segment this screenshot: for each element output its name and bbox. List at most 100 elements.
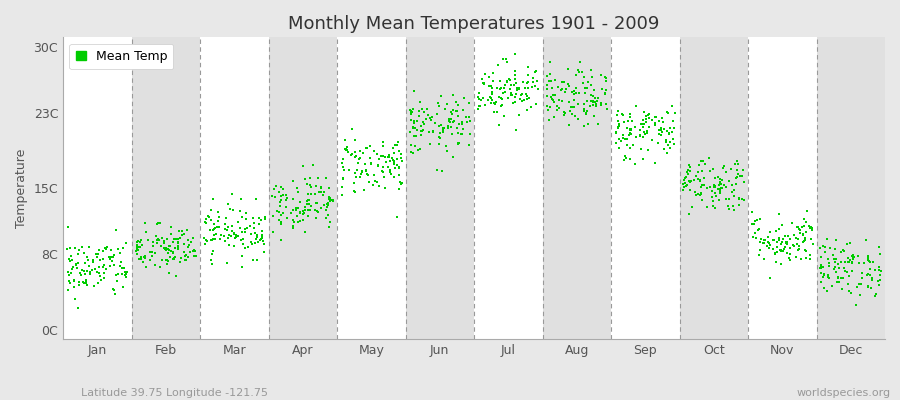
Point — [724, 166, 738, 172]
Point — [90, 269, 104, 275]
Point — [338, 146, 353, 153]
Point — [402, 129, 417, 136]
Point — [66, 265, 80, 272]
Point — [722, 178, 736, 184]
Point — [386, 158, 400, 164]
Point — [100, 244, 114, 250]
Point — [774, 261, 788, 268]
Point — [520, 80, 535, 86]
Point — [303, 207, 318, 213]
Point — [426, 129, 440, 136]
Point — [634, 146, 649, 152]
Point — [840, 269, 854, 275]
Point — [115, 244, 130, 251]
Point — [633, 133, 647, 139]
Point — [589, 95, 603, 102]
Point — [796, 223, 811, 229]
Point — [519, 96, 534, 102]
Point — [326, 198, 340, 204]
Point — [159, 236, 174, 242]
Point — [796, 232, 810, 238]
Point — [503, 89, 517, 96]
Point — [496, 90, 510, 97]
Point — [414, 132, 428, 138]
Point — [699, 204, 714, 210]
Point — [75, 267, 89, 274]
Point — [135, 242, 149, 248]
Point — [319, 207, 333, 213]
Point — [111, 246, 125, 252]
Point — [734, 172, 748, 179]
Point — [302, 174, 317, 181]
Point — [434, 122, 448, 128]
Point — [317, 202, 331, 208]
Point — [694, 158, 708, 164]
Point — [370, 179, 384, 186]
Point — [770, 239, 784, 245]
Point — [385, 145, 400, 152]
Point — [638, 131, 652, 138]
Point — [476, 80, 491, 86]
Point — [779, 240, 794, 247]
Point — [652, 131, 667, 137]
Point — [661, 110, 675, 116]
Point — [336, 164, 350, 170]
Point — [166, 249, 180, 255]
Point — [623, 130, 637, 136]
Point — [490, 85, 504, 91]
Point — [778, 244, 792, 250]
Point — [623, 126, 637, 133]
Point — [682, 162, 697, 168]
Point — [248, 230, 262, 236]
Point — [552, 97, 566, 103]
Point — [569, 85, 583, 92]
Point — [834, 274, 849, 281]
Point — [868, 293, 883, 300]
Point — [679, 183, 693, 190]
Point — [338, 137, 352, 143]
Point — [589, 101, 603, 107]
Point — [769, 259, 783, 265]
Point — [298, 228, 312, 235]
Point — [106, 254, 121, 260]
Point — [119, 240, 133, 246]
Point — [677, 183, 691, 190]
Point — [174, 259, 188, 265]
Point — [412, 113, 427, 119]
Point — [69, 260, 84, 267]
Point — [272, 209, 286, 216]
Point — [580, 120, 595, 127]
Point — [842, 272, 856, 279]
Point — [225, 223, 239, 229]
Point — [366, 172, 381, 178]
Point — [551, 84, 565, 90]
Point — [775, 222, 789, 228]
Point — [697, 182, 711, 188]
Point — [722, 196, 736, 202]
Point — [219, 215, 233, 222]
Point — [594, 86, 608, 93]
Point — [320, 202, 335, 208]
Point — [635, 123, 650, 130]
Point — [568, 113, 582, 119]
Point — [641, 147, 655, 154]
Point — [557, 78, 572, 85]
Point — [565, 111, 580, 118]
Point — [844, 259, 859, 265]
Point — [780, 232, 795, 239]
Point — [539, 103, 554, 109]
Point — [494, 102, 508, 109]
Point — [598, 90, 612, 96]
Point — [680, 182, 694, 188]
Point — [218, 238, 232, 244]
Point — [491, 62, 506, 68]
Point — [83, 271, 97, 278]
Point — [204, 260, 219, 267]
Point — [707, 174, 722, 181]
Point — [286, 207, 301, 213]
Point — [107, 252, 122, 258]
Point — [690, 176, 705, 183]
Point — [425, 114, 439, 120]
Point — [572, 66, 586, 73]
Point — [555, 86, 570, 92]
